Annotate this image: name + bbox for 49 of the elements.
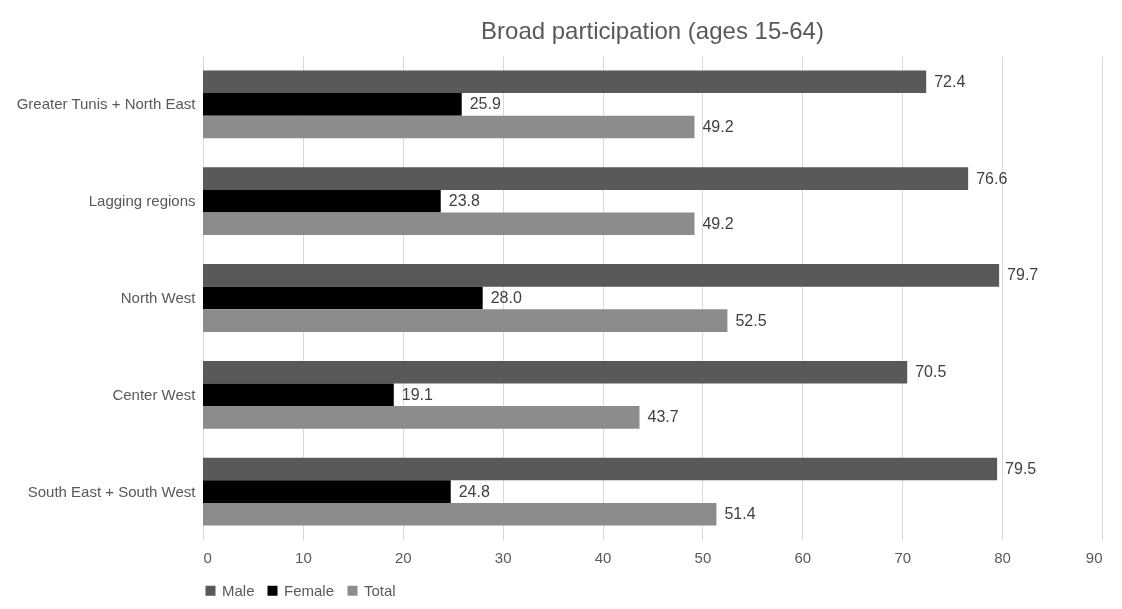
data-label: 43.7 xyxy=(647,408,679,426)
legend-label: Female xyxy=(284,581,335,599)
bar xyxy=(203,406,640,429)
bar xyxy=(203,189,441,213)
bar xyxy=(203,212,695,236)
data-label: 72.4 xyxy=(934,72,966,90)
y-tick-label: Greater Tunis + North East xyxy=(16,95,197,113)
data-label: 25.9 xyxy=(469,95,501,113)
x-tick-label: 40 xyxy=(594,548,612,566)
bar xyxy=(203,264,1000,287)
bar xyxy=(203,360,908,384)
bar xyxy=(203,70,927,94)
data-label: 76.6 xyxy=(976,169,1008,187)
chart-title: Broad participation (ages 15-64) xyxy=(481,17,824,44)
bar xyxy=(203,115,695,139)
x-tick-label: 60 xyxy=(794,548,812,566)
data-label: 49.2 xyxy=(702,214,734,232)
data-label: 24.8 xyxy=(458,482,490,500)
data-label: 52.5 xyxy=(735,311,767,329)
legend-label: Male xyxy=(222,581,255,599)
bar xyxy=(203,480,451,503)
x-tick-label: 70 xyxy=(894,548,912,566)
data-label: 19.1 xyxy=(401,385,434,403)
y-tick-label: Center West xyxy=(112,385,197,403)
data-label: 51.4 xyxy=(724,505,756,523)
x-tick-label: 0 xyxy=(203,548,212,566)
y-tick-label: North West xyxy=(120,289,197,306)
data-label: 70.5 xyxy=(915,363,947,381)
x-tick-label: 20 xyxy=(394,548,412,566)
bar xyxy=(203,457,998,481)
y-tick-label: South East + South West xyxy=(27,482,197,500)
bar xyxy=(203,286,483,310)
data-label: 23.8 xyxy=(448,192,480,210)
data-label: 79.7 xyxy=(1007,266,1039,284)
bar xyxy=(203,502,717,526)
y-tick-label: Lagging regions xyxy=(88,192,196,210)
data-label: 49.2 xyxy=(702,117,734,135)
bar xyxy=(203,93,462,116)
x-tick-label: 50 xyxy=(694,548,712,566)
legend-label: Total xyxy=(364,581,396,599)
data-label: 79.5 xyxy=(1005,460,1037,478)
x-tick-label: 90 xyxy=(1085,548,1103,566)
data-label: 28.0 xyxy=(490,289,522,306)
x-tick-label: 80 xyxy=(994,548,1011,566)
x-tick-label: 10 xyxy=(295,548,312,566)
x-tick-label: 30 xyxy=(494,548,512,566)
bar xyxy=(203,309,728,332)
bar xyxy=(203,383,394,407)
bar xyxy=(203,167,969,190)
